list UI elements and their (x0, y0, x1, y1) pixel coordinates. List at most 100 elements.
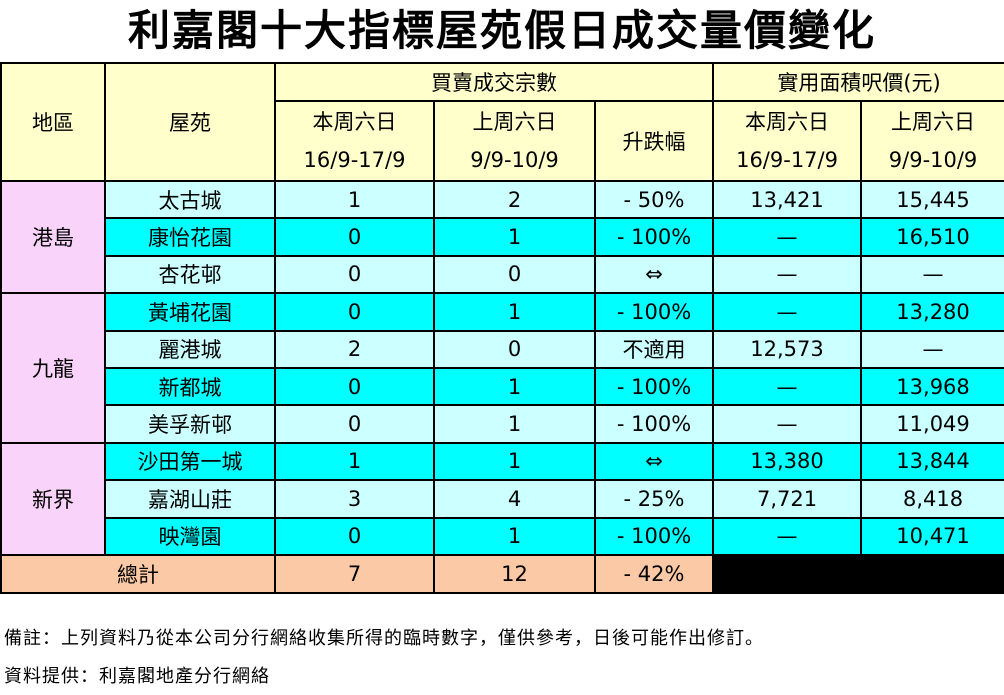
header-line: 上周六日 (891, 110, 976, 134)
table-row: 康怡花園 0 1- 100% —16,510 (1, 217, 1004, 257)
table-cell: 0 (274, 217, 435, 257)
header-line: 本周六日 (312, 110, 397, 134)
table-cell: 杏花邨 (104, 254, 276, 295)
total-cell: - 42% (593, 553, 715, 594)
table-row: 總計 7 12- 42% (0, 553, 1004, 594)
table-cell: 0 (274, 404, 435, 444)
table-row: 港島 太古城 1 2- 50% 13,421 15,445 (0, 179, 1004, 295)
region-cell: 九龍 (0, 292, 106, 444)
table-cell: — (860, 254, 1004, 295)
header-line: 上周六日 (472, 110, 557, 134)
table-cell: — (712, 254, 863, 295)
table-cell: 0 (274, 292, 435, 332)
table-cell: 13,844 (860, 441, 1004, 482)
header-line: 9/9-10/9 (888, 148, 978, 172)
table-cell: ⇔ (593, 441, 715, 482)
table-cell: — (712, 366, 863, 407)
table-cell: 新都城 (104, 366, 276, 407)
title: 利嘉閣十大指標屋苑假日成交量價變化 (127, 6, 876, 55)
total-cell: 總計 (0, 553, 276, 594)
table-cell: ⇔ (593, 254, 715, 295)
table-cell: - 100% (593, 366, 715, 407)
table-cell: - 50% (593, 179, 715, 220)
table-cell: 麗港城 (104, 329, 276, 369)
table-cell: — (712, 292, 863, 332)
table-cell: 8,418 (860, 479, 1004, 519)
table-cell: 3 (274, 479, 435, 519)
table-cell: 13,280 (860, 292, 1004, 332)
table-row: 美孚新邨 0 1- 100% —11,049 (1, 404, 1004, 444)
table-row: 九龍 黃埔花園 0 1- 100% —13,280 (0, 292, 1004, 444)
region-cell: 港島 (0, 179, 106, 295)
table-cell: 10,471 (860, 516, 1004, 556)
table-cell: 0 (274, 366, 435, 407)
table-cell: — (712, 516, 863, 556)
table-cell: 黃埔花園 (104, 292, 276, 332)
header-line: 16/9-17/9 (736, 148, 838, 172)
table-row: 嘉湖山莊 3 4- 25% 7,721 8,418 (1, 479, 1004, 519)
table-cell: 0 (274, 254, 435, 295)
table-cell: 15,445 (860, 179, 1004, 220)
header-line: 9/9-10/9 (470, 148, 559, 172)
region-cell: 新界 (0, 441, 106, 556)
header-cell: 地區 (0, 62, 106, 182)
table-row: 新都城 0 1- 100% —13,968 (1, 366, 1004, 407)
table-cell: 13,421 (712, 179, 863, 220)
table-cell: - 100% (593, 404, 715, 444)
table-cell: 2 (433, 179, 596, 220)
table-cell: 不適用 (593, 329, 715, 369)
table-cell: 0 (433, 329, 596, 369)
table-cell: 1 (433, 441, 596, 482)
table-cell: 1 (433, 404, 596, 444)
table-row: 本周六日 16/9-17/9 上周六日 9/9-10/9 升跌幅 本周六日 16/9-17/… (1, 100, 1004, 182)
table-row: 映灣園 0 1- 100% —10,471 (1, 516, 1004, 556)
table-cell: 太古城 (104, 179, 276, 220)
table-row: 麗港城 2 0 不適用 12,573— (1, 329, 1004, 369)
blank-cell (712, 553, 1004, 594)
table-cell: 13,968 (860, 366, 1004, 407)
table-cell: 11,049 (860, 404, 1004, 444)
table-cell: - 25% (593, 479, 715, 519)
table-cell: 美孚新邨 (104, 404, 276, 444)
header-line: 16/9-17/9 (303, 148, 406, 172)
header-cell: 升跌幅 (593, 100, 715, 182)
table-cell: 1 (433, 292, 596, 332)
table-cell: 沙田第一城 (104, 441, 276, 482)
table-cell: - 100% (593, 516, 715, 556)
table-row: 杏花邨 0 0 ⇔ — — (1, 254, 1004, 295)
table-cell: 16,510 (860, 217, 1004, 257)
table-cell: 4 (433, 479, 596, 519)
table: 地區 屋苑 買賣成交宗數 實用面積呎價(元) 本周六日 16/9-17/9 上周六日 9/9-… (0, 62, 1004, 594)
total-cell: 7 (274, 553, 435, 594)
table-cell: - 100% (593, 217, 715, 257)
header-cell: 本周六日 16/9-17/9 (712, 100, 863, 182)
header-line: 本周六日 (745, 110, 830, 134)
table-cell: 12,573 (712, 329, 863, 369)
header-cell: 本周六日 16/9-17/9 (274, 100, 435, 182)
table-cell: 2 (274, 329, 435, 369)
table-row: 地區 屋苑 買賣成交宗數 實用面積呎價(元) (0, 62, 1004, 182)
header-cell: 上周六日 9/9-10/9 (433, 100, 596, 182)
table-cell: — (712, 404, 863, 444)
table-cell: - 100% (593, 292, 715, 332)
note: 備註：上列資料乃從本公司分行網絡收集所得的臨時數字，僅供參考，日後可能作出修訂。 (4, 628, 764, 649)
table-cell: 1 (274, 441, 435, 482)
header-cell: 上周六日 9/9-10/9 (860, 100, 1004, 182)
table-cell: 1 (433, 516, 596, 556)
table-cell: 康怡花園 (104, 217, 276, 257)
table-cell: 嘉湖山莊 (104, 479, 276, 519)
header-cell: 屋苑 (104, 62, 276, 182)
note: 資料提供：利嘉閣地產分行網絡 (4, 666, 270, 687)
table-cell: — (712, 217, 863, 257)
header-cell: 實用面積呎價(元) (712, 62, 1004, 102)
table-cell: 13,380 (712, 441, 863, 482)
table-cell: 1 (274, 179, 435, 220)
table-cell: 7,721 (712, 479, 863, 519)
total-cell: 12 (433, 553, 596, 594)
table-cell: 1 (433, 366, 596, 407)
table-cell: — (860, 329, 1004, 369)
table-cell: 0 (274, 516, 435, 556)
header-cell: 買賣成交宗數 (273, 62, 715, 102)
table-cell: 映灣園 (104, 516, 276, 556)
